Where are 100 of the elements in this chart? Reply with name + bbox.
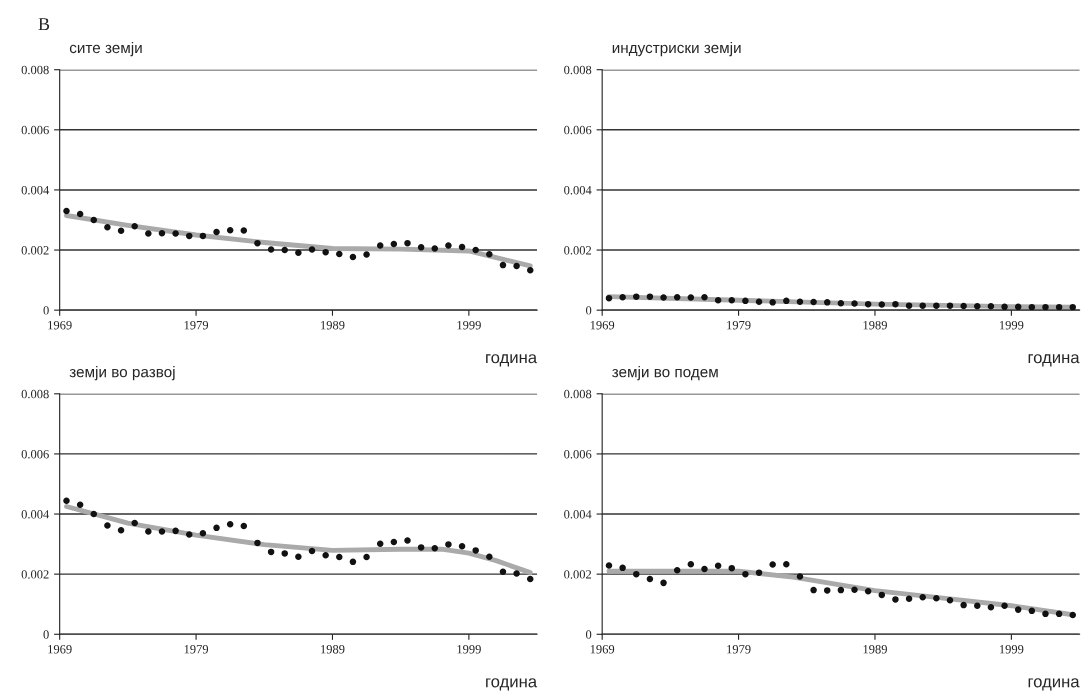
point [322, 248, 329, 256]
point [714, 562, 722, 569]
point [131, 519, 138, 527]
point [892, 300, 899, 308]
point [254, 539, 261, 547]
point [390, 538, 398, 546]
point [673, 293, 681, 301]
point [63, 207, 70, 215]
x-tick-label: 1979 [184, 320, 209, 330]
point [527, 266, 534, 274]
point [240, 227, 248, 234]
y-tick-label: 0.004 [564, 510, 592, 519]
point [295, 553, 302, 560]
point [687, 560, 695, 568]
point [1014, 303, 1022, 311]
point [117, 227, 125, 235]
point [1028, 607, 1036, 615]
x-tick-label: 1969 [590, 320, 615, 330]
x-tick-label: 1989 [863, 320, 887, 330]
point [281, 246, 288, 254]
point [742, 570, 749, 578]
y-tick-label: 0.008 [564, 65, 592, 75]
point [254, 239, 261, 247]
chart-title: индустриски земји [612, 41, 741, 57]
point [349, 558, 357, 566]
y-tick-label: 0 [43, 630, 49, 639]
point [1055, 303, 1063, 311]
chart-title: сите земји [69, 41, 142, 57]
point [755, 298, 763, 306]
point [308, 246, 316, 253]
point [513, 570, 520, 577]
x-tick-label: 1999 [999, 320, 1024, 330]
point [864, 588, 872, 595]
x-tick-label: 1979 [184, 645, 209, 654]
x-axis-title: година [1028, 678, 1080, 691]
x-axis-title: година [1028, 354, 1080, 367]
point [919, 594, 926, 601]
point [946, 302, 954, 309]
point [458, 243, 466, 251]
point [660, 579, 667, 587]
point [431, 545, 439, 552]
point [267, 548, 275, 556]
point [104, 223, 111, 231]
x-tick-label: 1999 [457, 645, 481, 654]
point [1042, 610, 1049, 618]
point [755, 569, 763, 576]
point [783, 297, 790, 305]
point [960, 302, 967, 310]
y-tick-label: 0 [585, 306, 592, 315]
point [499, 568, 507, 576]
point [864, 300, 872, 308]
x-tick-label: 1969 [590, 645, 615, 654]
point [714, 296, 722, 304]
point [701, 293, 708, 301]
point [728, 564, 736, 572]
point [974, 303, 981, 310]
point [295, 249, 302, 257]
x-tick-label: 1989 [863, 645, 887, 654]
point [376, 540, 384, 548]
point [349, 253, 357, 261]
y-tick-label: 0.006 [564, 449, 592, 459]
point [472, 547, 479, 554]
point [199, 530, 207, 537]
point [404, 239, 411, 247]
point [823, 299, 831, 306]
point [390, 240, 398, 248]
point [605, 562, 613, 569]
y-tick-label: 0.008 [21, 65, 49, 75]
point [486, 251, 493, 258]
point [933, 594, 940, 602]
x-tick-label: 1969 [48, 320, 72, 330]
y-tick-label: 0.006 [21, 125, 49, 135]
point [513, 262, 520, 270]
point [76, 501, 84, 508]
point [363, 553, 370, 561]
point [878, 591, 886, 599]
point [633, 570, 640, 578]
point [376, 242, 384, 249]
point [878, 301, 886, 308]
point [1069, 611, 1077, 619]
x-tick-label: 1979 [727, 645, 751, 654]
point [905, 302, 913, 309]
point [673, 566, 681, 574]
x-tick-label: 1979 [727, 320, 751, 330]
y-tick-label: 0.008 [21, 389, 49, 399]
point [186, 232, 193, 240]
point [445, 242, 452, 249]
point [851, 586, 858, 594]
y-tick-label: 0.008 [564, 389, 592, 399]
y-tick-label: 0 [585, 630, 592, 639]
point [1042, 303, 1049, 311]
point [445, 541, 452, 548]
point [974, 602, 981, 609]
point [158, 229, 166, 237]
point [281, 550, 288, 557]
point [336, 250, 343, 258]
point [336, 553, 343, 561]
point [1001, 602, 1008, 609]
point [987, 603, 995, 611]
point [213, 524, 220, 532]
